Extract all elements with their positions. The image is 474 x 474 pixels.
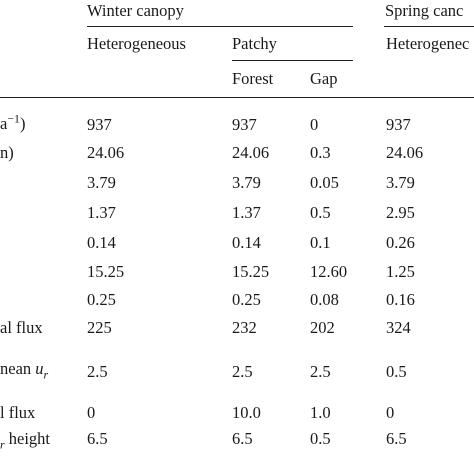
row-label: r height: [0, 429, 50, 452]
cell: 3.79: [87, 173, 116, 192]
column-group-winter-canopy: Winter canopy: [87, 1, 184, 20]
cell: 0: [310, 115, 319, 134]
cell: 0.5: [386, 362, 407, 381]
cell: 0.05: [310, 173, 339, 192]
cell: 0.14: [232, 233, 261, 252]
cell: 2.5: [310, 362, 331, 381]
cell: 24.06: [87, 143, 125, 162]
cell: 0.26: [386, 233, 415, 252]
cell: 6.5: [386, 429, 407, 448]
row-label: nean ur: [0, 359, 49, 382]
header-rule-spring: [384, 26, 474, 27]
cell: 24.06: [232, 143, 270, 162]
cell: 0.1: [310, 233, 331, 252]
cell: 1.37: [87, 203, 116, 222]
cell: 10.0: [232, 403, 261, 422]
cell: 0.14: [87, 233, 116, 252]
cell: 0: [386, 403, 395, 422]
cell: 2.5: [87, 362, 108, 381]
cell: 15.25: [87, 262, 125, 281]
cell: 2.5: [232, 362, 253, 381]
cell: 0.25: [87, 290, 116, 309]
cell: 0.08: [310, 290, 339, 309]
header-rule-patchy: [232, 60, 353, 61]
cell: 225: [87, 318, 112, 337]
header-rule-winter: [87, 26, 353, 27]
cell: 1.25: [386, 262, 415, 281]
cell: 937: [386, 115, 411, 134]
cell: 937: [87, 115, 112, 134]
cell: 0: [87, 403, 96, 422]
cell: 937: [232, 115, 257, 134]
column-gap: Gap: [310, 69, 338, 88]
cell: 0.5: [310, 203, 331, 222]
cell: 232: [232, 318, 257, 337]
cell: 0.16: [386, 290, 415, 309]
cell: 24.06: [386, 143, 424, 162]
column-heterogeneous-spring: Heterogenec: [386, 34, 470, 53]
cell: 1.0: [310, 403, 331, 422]
column-forest: Forest: [232, 69, 274, 88]
column-group-patchy: Patchy: [232, 34, 277, 53]
cell: 2.95: [386, 203, 415, 222]
cell: 0.25: [232, 290, 261, 309]
cell: 0.5: [310, 429, 331, 448]
cell: 6.5: [232, 429, 253, 448]
cell: 12.60: [310, 262, 348, 281]
cell: 15.25: [232, 262, 270, 281]
column-group-spring-canopy: Spring canc: [385, 1, 464, 20]
row-label: a−1): [0, 111, 26, 133]
row-label: al flux: [0, 318, 43, 337]
row-label: n): [0, 143, 14, 162]
cell: 202: [310, 318, 335, 337]
cell: 324: [386, 318, 411, 337]
cell: 3.79: [232, 173, 261, 192]
header-bottom-rule: [0, 97, 474, 98]
cell: 3.79: [386, 173, 415, 192]
row-label: l flux: [0, 403, 36, 422]
column-heterogeneous-winter: Heterogeneous: [87, 34, 186, 53]
cell: 1.37: [232, 203, 261, 222]
cell: 6.5: [87, 429, 108, 448]
cell: 0.3: [310, 143, 331, 162]
